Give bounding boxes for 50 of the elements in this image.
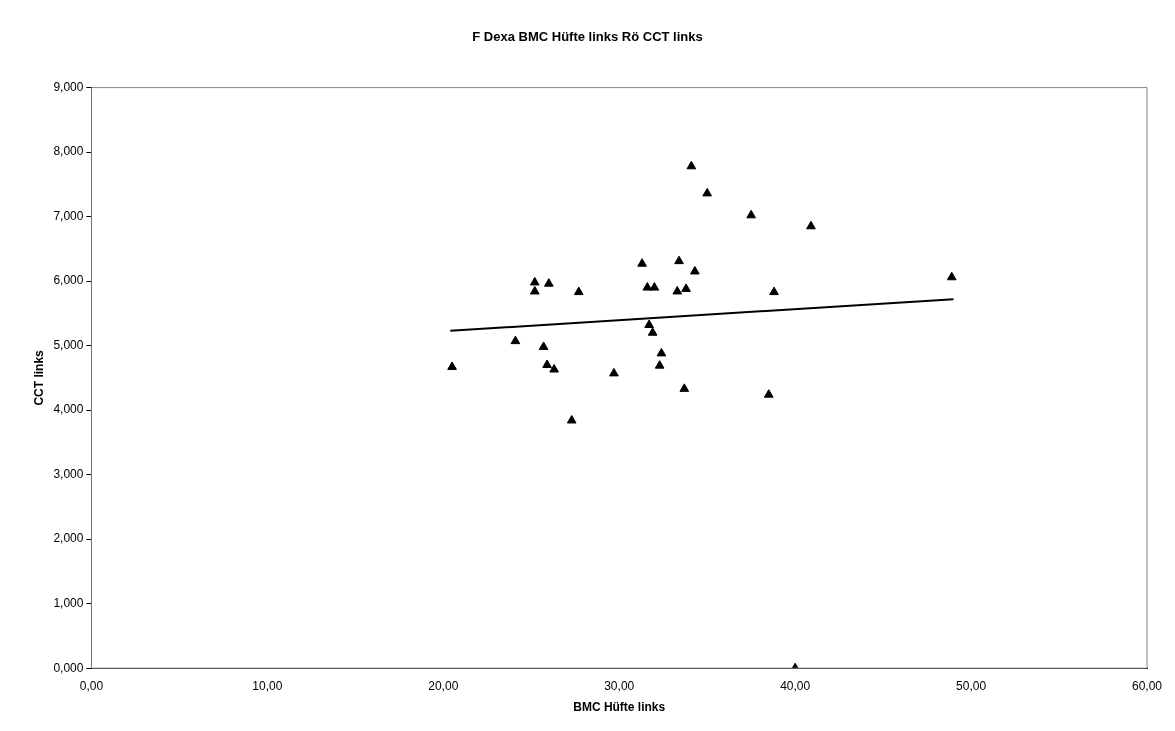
- y-tick-label: 7,000: [53, 208, 84, 223]
- point: [447, 361, 457, 370]
- x-axis-title: BMC Hüfte links: [573, 700, 666, 715]
- point: [549, 364, 559, 373]
- x-tick-label: 10,00: [252, 678, 283, 693]
- x-tick-label: 60,00: [1131, 678, 1163, 693]
- x-tick-label: 50,00: [956, 678, 987, 693]
- y-axis-title: CCT links: [31, 349, 46, 406]
- y-tick-label: 5,000: [53, 337, 84, 352]
- x-tick-label: 0,00: [79, 678, 104, 693]
- point: [637, 258, 647, 267]
- y-tick-label: 3,000: [53, 466, 84, 481]
- y-tick-label: 6,000: [53, 273, 84, 288]
- point: [542, 359, 552, 368]
- point: [649, 282, 660, 291]
- y-tick-label: 4,000: [53, 402, 84, 417]
- point: [544, 278, 554, 287]
- x-tick-label: 40,00: [780, 678, 811, 693]
- point: [609, 367, 619, 377]
- point: [690, 265, 700, 275]
- point: [573, 286, 584, 296]
- point: [686, 160, 697, 170]
- point: [769, 286, 779, 296]
- point: [654, 360, 665, 369]
- point: [656, 347, 667, 357]
- point: [681, 283, 691, 292]
- point: [647, 327, 658, 336]
- point: [529, 276, 540, 286]
- point: [538, 341, 549, 350]
- point: [644, 319, 654, 328]
- point: [510, 335, 521, 345]
- y-tick-label: 2,000: [53, 531, 84, 546]
- point: [763, 389, 774, 398]
- point: [702, 187, 713, 197]
- y-tick-label: 8,000: [53, 144, 84, 159]
- point: [642, 282, 653, 291]
- point: [529, 285, 540, 295]
- point: [806, 220, 816, 230]
- point: [746, 209, 756, 219]
- y-tick-label: 1,000: [53, 596, 84, 610]
- point: [672, 285, 683, 295]
- point: [566, 414, 577, 424]
- x-tick-label: 30,00: [604, 678, 635, 693]
- y-tick-label: 0,000: [53, 660, 84, 675]
- y-tick-label: 9,000: [53, 79, 84, 94]
- point: [946, 271, 957, 281]
- chart-title: F Dexa BMC Hüfte links Rö CCT links: [472, 29, 703, 45]
- x-tick-label: 20,00: [428, 678, 459, 693]
- point: [679, 383, 690, 392]
- point: [674, 255, 684, 265]
